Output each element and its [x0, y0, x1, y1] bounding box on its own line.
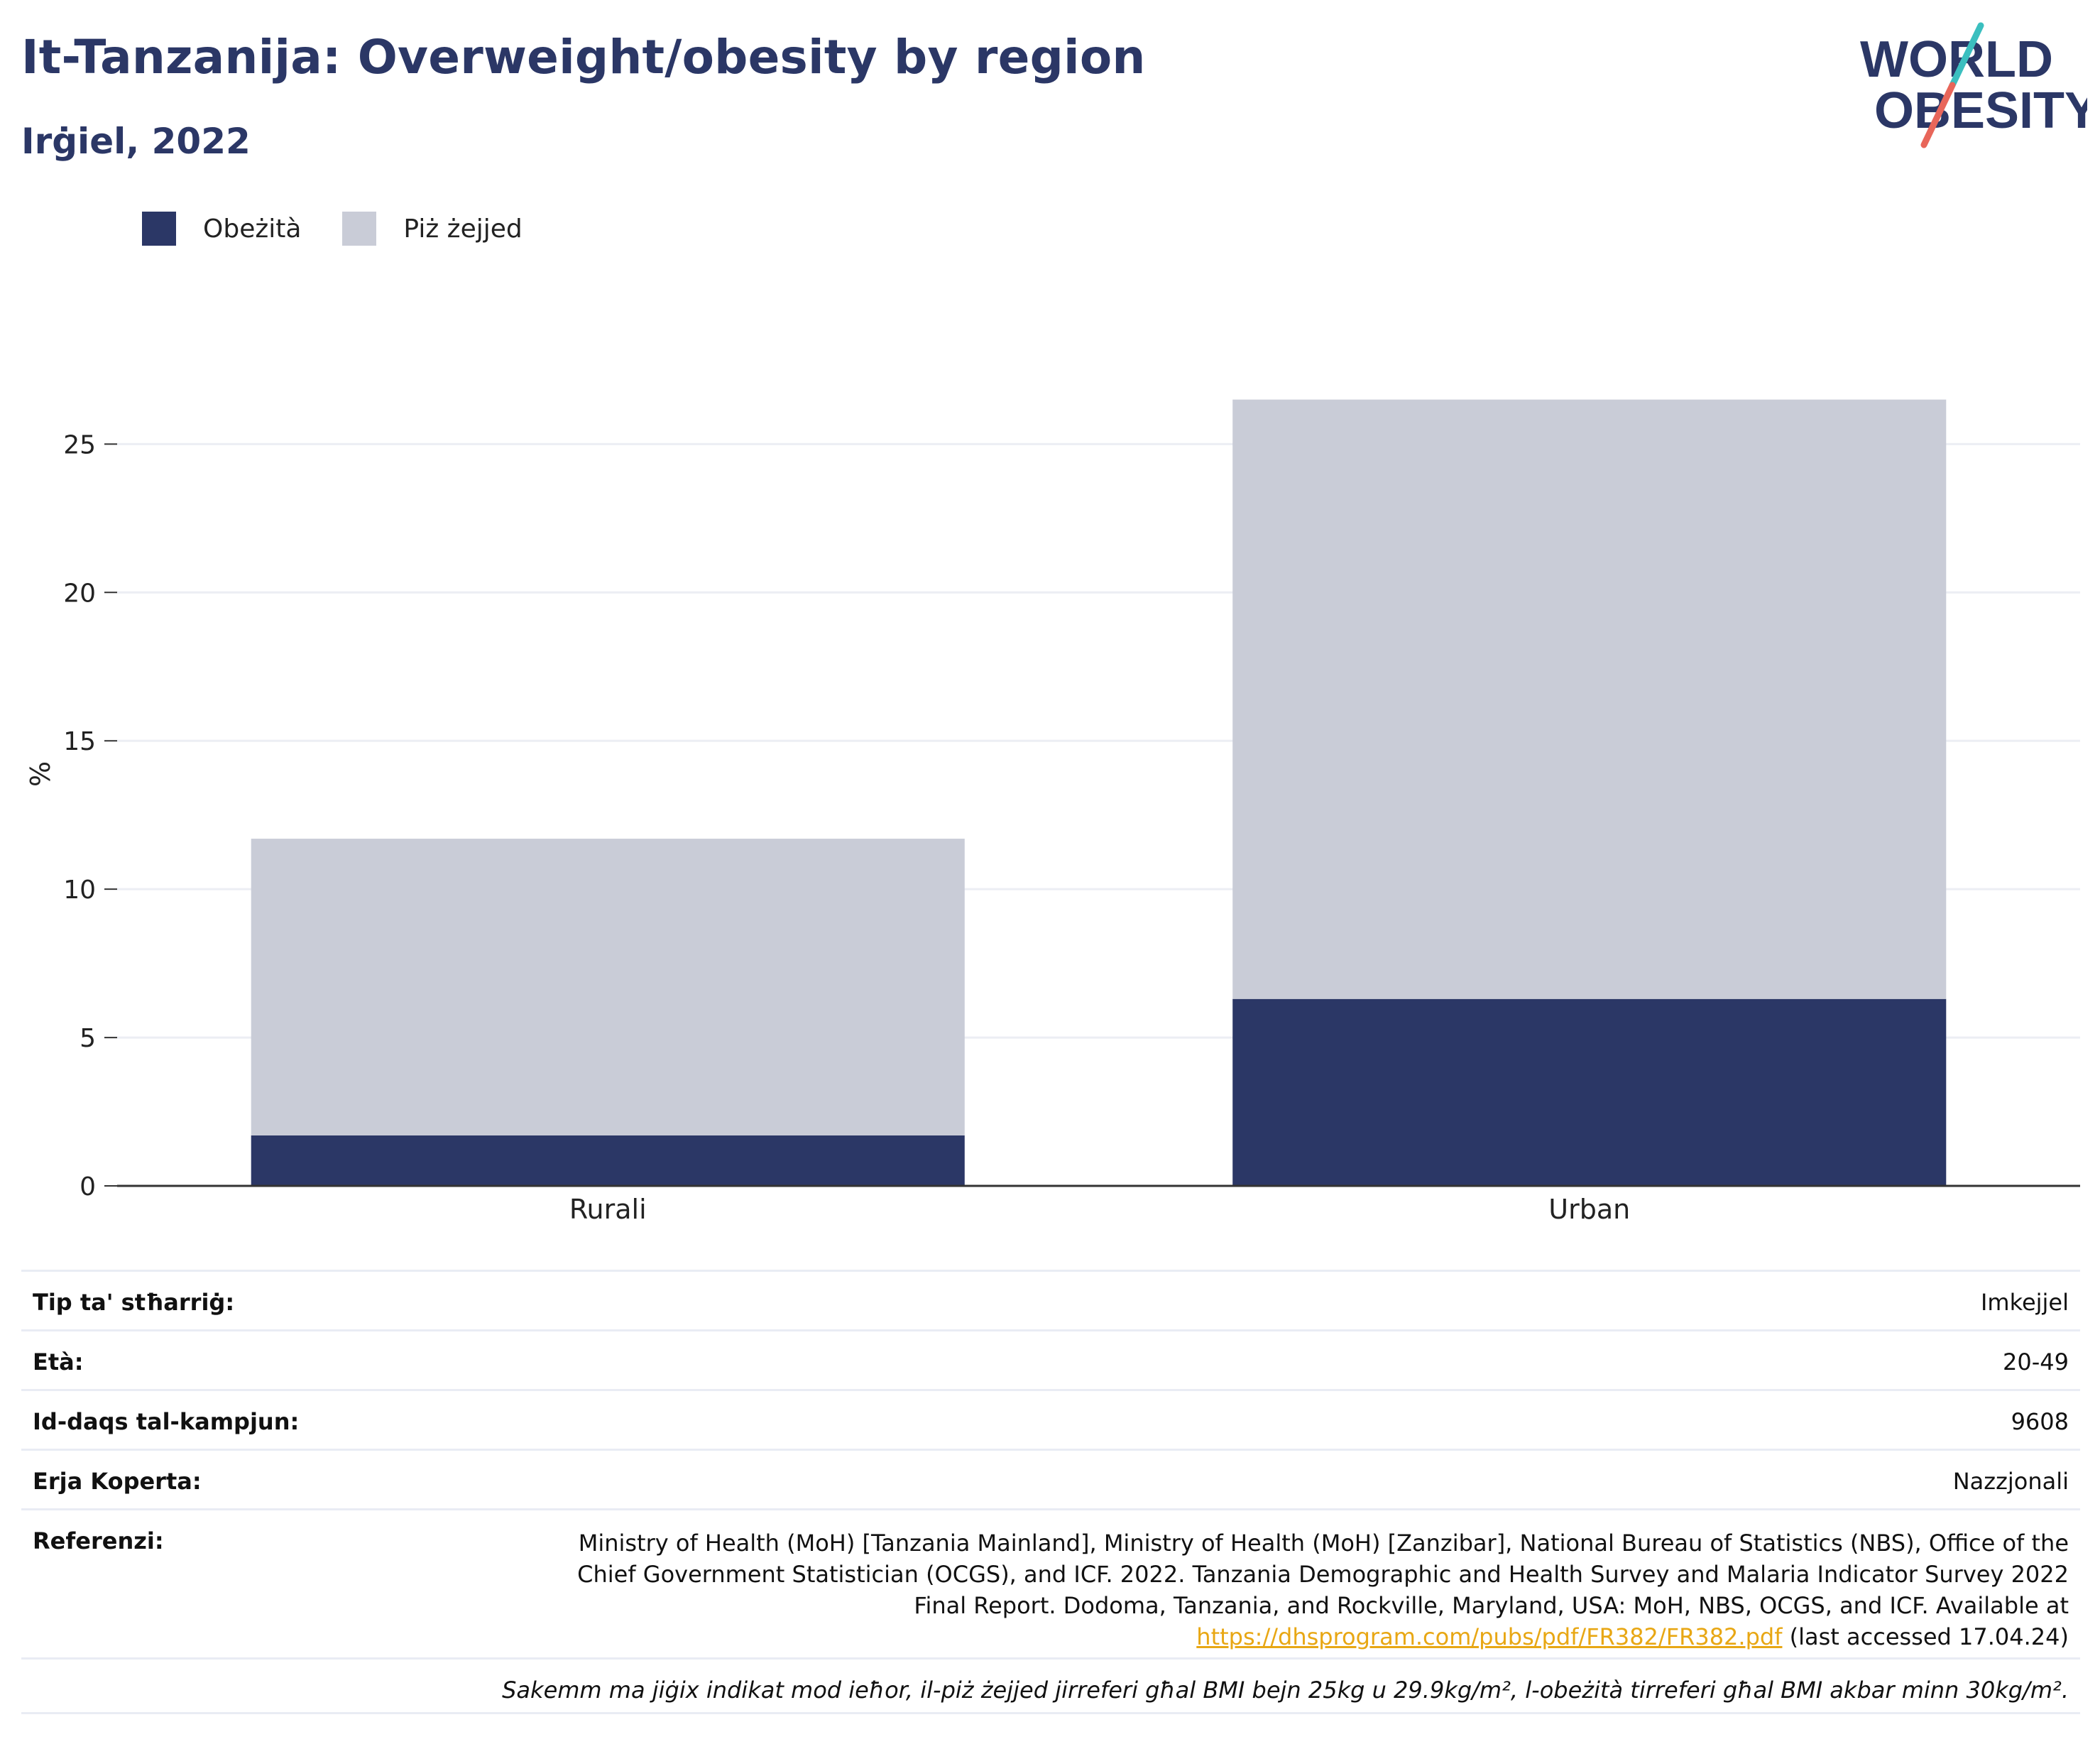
chart-legend: Obeżità Piż żejjed [142, 210, 564, 247]
meta-key: Referenzi: [33, 1527, 164, 1554]
y-tick-label: 5 [80, 1024, 96, 1053]
reference-line: Ministry of Health (MoH) [Tanzania Mainl… [578, 1530, 2069, 1557]
meta-value: 9608 [2011, 1408, 2069, 1435]
y-tick-label: 10 [63, 876, 96, 905]
meta-value: Nazzjonali [1952, 1468, 2069, 1495]
stacked-bar-chart: 0 5 10 15 20 25% Rurali Urban [25, 399, 2080, 1225]
x-tick-label: Urban [1548, 1194, 1630, 1225]
definition-note: Sakemm ma jiġix indikat mod ieħor, il-pi… [21, 1657, 2080, 1714]
meta-value: Imkejjel [1980, 1289, 2069, 1316]
bar-obesity-urban [1232, 998, 1947, 1186]
y-tick-label: 20 [63, 579, 96, 608]
chart-subtitle: Irġiel, 2022 [21, 121, 251, 162]
meta-value: 20-49 [2003, 1348, 2069, 1375]
legend-item-overweight[interactable]: Piż żejjed [342, 212, 523, 246]
bar-overweight-urban [1232, 399, 1947, 999]
y-tick-label: 15 [63, 727, 96, 756]
meta-key: Id-daqs tal-kampjun: [33, 1408, 300, 1435]
legend-label-obesity: Obeżità [203, 214, 302, 244]
meta-row-age: Età: 20-49 [21, 1329, 2080, 1389]
world-obesity-logo: WORLD OBESITY [1860, 22, 2087, 148]
bar-obesity-rurali [251, 1135, 965, 1186]
reference-line: Final Report. Dodoma, Tanzania, and Rock… [914, 1592, 2069, 1619]
meta-row-references: Referenzi: Ministry of Health (MoH) [Tan… [21, 1508, 2080, 1657]
metadata-table: Tip ta' stħarriġ: Imkejjel Età: 20-49 Id… [21, 1270, 2080, 1714]
reference-text: Ministry of Health (MoH) [Tanzania Mainl… [577, 1527, 2069, 1652]
meta-key: Età: [33, 1348, 84, 1375]
meta-row-survey-type: Tip ta' stħarriġ: Imkejjel [21, 1270, 2080, 1329]
legend-label-overweight: Piż żejjed [403, 214, 523, 244]
y-tick-label: 0 [80, 1172, 96, 1202]
reference-accessed: (last accessed 17.04.24) [1782, 1623, 2069, 1650]
meta-key: Erja Koperta: [33, 1468, 202, 1495]
logo-word-obesity: OBESITY [1874, 82, 2087, 139]
y-axis-label: % [25, 761, 56, 787]
meta-row-sample-size: Id-daqs tal-kampjun: 9608 [21, 1389, 2080, 1449]
chart-title: It-Tanzanija: Overweight/obesity by regi… [21, 30, 1146, 85]
meta-key: Tip ta' stħarriġ: [33, 1289, 235, 1316]
reference-link[interactable]: https://dhsprogram.com/pubs/pdf/FR382/FR… [1196, 1623, 1783, 1650]
logo-slash-red [1920, 82, 1956, 148]
legend-item-obesity[interactable]: Obeżità [142, 212, 301, 246]
x-tick-label: Rurali [569, 1194, 647, 1225]
logo-slash-teal [1949, 22, 1984, 89]
y-tick-label: 25 [63, 430, 96, 459]
reference-line: Chief Government Statistician (OCGS), an… [577, 1561, 2069, 1588]
legend-swatch-overweight [342, 212, 377, 246]
legend-swatch-obesity [142, 212, 176, 246]
bar-overweight-rurali [251, 839, 965, 1135]
reference-line: https://dhsprogram.com/pubs/pdf/FR382/FR… [577, 1621, 2069, 1652]
meta-row-area-covered: Erja Koperta: Nazzjonali [21, 1449, 2080, 1508]
